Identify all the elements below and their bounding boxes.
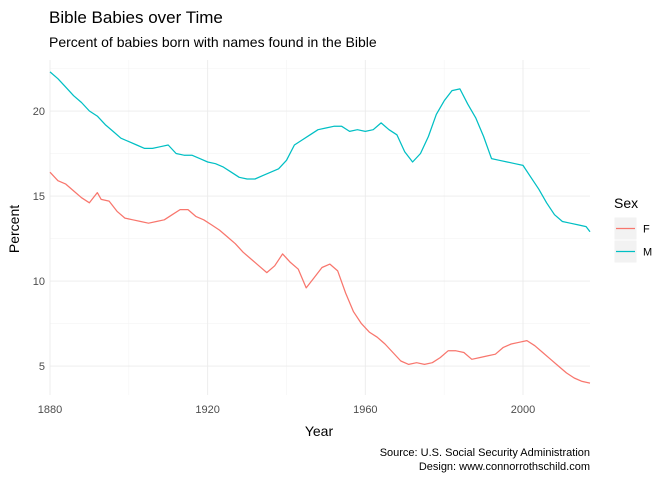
y-tick-label: 20 — [33, 106, 45, 118]
chart-title: Bible Babies over Time — [49, 8, 223, 27]
y-tick-label: 5 — [39, 361, 45, 373]
caption-design: Design: www.connorrothschild.com — [419, 461, 590, 473]
legend-label: F — [643, 224, 650, 236]
legend-title: Sex — [614, 195, 638, 211]
chart-subtitle: Percent of babies born with names found … — [49, 34, 377, 50]
plot-area: 1880 1920 1960 2000 5 10 15 20 — [33, 60, 591, 416]
legend-label: M — [643, 247, 652, 259]
x-tick-label: 2000 — [511, 404, 535, 416]
x-axis-title: Year — [305, 423, 334, 439]
series-line-m — [49, 71, 591, 233]
x-tick-label: 1920 — [195, 404, 219, 416]
series-line-f — [49, 171, 591, 384]
x-tick-label: 1880 — [38, 404, 62, 416]
caption-source: Source: U.S. Social Security Administrat… — [380, 447, 590, 459]
legend: Sex FM — [613, 195, 652, 264]
y-tick-label: 10 — [33, 276, 45, 288]
y-axis-title: Percent — [6, 205, 22, 253]
x-tick-label: 1960 — [353, 404, 377, 416]
y-tick-label: 15 — [33, 191, 45, 203]
